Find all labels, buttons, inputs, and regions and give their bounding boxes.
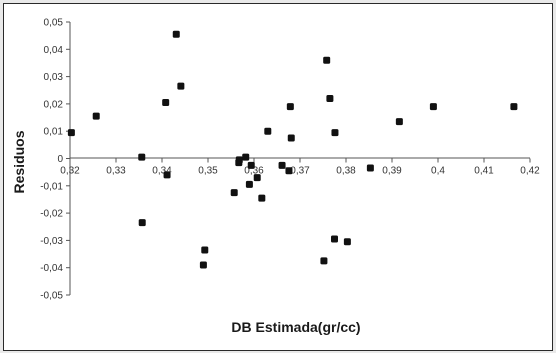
- x-tick-label: 0,4: [431, 166, 445, 177]
- y-tick-label: 0,04: [44, 45, 64, 56]
- y-tick-label: -0,02: [40, 209, 63, 220]
- data-point: [366, 164, 374, 172]
- data-point: [326, 94, 334, 102]
- data-point: [247, 161, 255, 169]
- data-point: [286, 103, 294, 111]
- data-point: [278, 161, 286, 169]
- data-point: [199, 261, 207, 269]
- data-point: [331, 129, 339, 137]
- y-tick-label: 0,01: [44, 127, 64, 138]
- data-point: [92, 112, 100, 120]
- y-tick-label: 0,02: [44, 99, 64, 110]
- data-point: [162, 99, 170, 107]
- y-tick-label: 0,03: [44, 72, 64, 83]
- y-tick-label: -0,03: [40, 236, 63, 247]
- y-tick-label: -0,04: [40, 263, 63, 274]
- x-axis-ticks: 0,32 0,33 0,34 0,35 0,36 0,37 0,38 0,39 0,4 0,41 0…: [60, 158, 540, 177]
- data-points: [67, 30, 518, 269]
- data-point: [230, 189, 238, 197]
- data-point: [343, 238, 351, 246]
- data-point: [264, 127, 272, 135]
- y-tick-label: 0,05: [44, 18, 64, 29]
- y-tick-label: 0: [57, 154, 63, 165]
- x-tick-label: 0,32: [60, 166, 80, 177]
- x-tick-label: 0,38: [336, 166, 356, 177]
- data-point: [258, 194, 266, 202]
- data-point: [510, 103, 518, 111]
- y-tick-label: -0,01: [40, 181, 63, 192]
- y-axis-title: Residuos: [11, 130, 27, 193]
- data-point: [177, 82, 185, 90]
- data-point: [163, 171, 171, 179]
- data-point: [67, 129, 75, 137]
- x-tick-label: 0,41: [474, 166, 494, 177]
- data-point: [429, 103, 437, 111]
- data-point: [172, 30, 180, 38]
- data-point: [285, 167, 293, 175]
- data-point: [323, 56, 331, 64]
- chart-frame: 0,05 0,04 0,03 0,02 0,01 0 -0,01 -0,02 -0,03 -0,0…: [3, 3, 553, 351]
- data-point: [235, 156, 243, 164]
- x-tick-label: 0,36: [244, 166, 264, 177]
- data-point: [201, 246, 209, 254]
- x-tick-label: 0,35: [198, 166, 218, 177]
- data-point: [138, 219, 146, 227]
- y-axis-ticks: 0,05 0,04 0,03 0,02 0,01 0 -0,01 -0,02 -0,03 -0,0…: [40, 18, 70, 302]
- x-axis-title: DB Estimada(gr/cc): [231, 319, 360, 335]
- data-point: [320, 257, 328, 265]
- scatter-chart: 0,05 0,04 0,03 0,02 0,01 0 -0,01 -0,02 -0,03 -0,0…: [11, 18, 540, 336]
- data-point: [395, 118, 403, 126]
- x-tick-label: 0,37: [290, 166, 310, 177]
- data-point: [253, 174, 261, 182]
- y-tick-label: -0,05: [40, 291, 63, 302]
- data-point: [331, 235, 338, 243]
- x-tick-label: 0,33: [106, 166, 126, 177]
- data-point: [138, 153, 146, 161]
- x-tick-label: 0,42: [520, 166, 540, 177]
- data-point: [242, 153, 250, 161]
- x-tick-label: 0,39: [382, 166, 402, 177]
- data-point: [287, 134, 295, 142]
- x-tick-label: 0,34: [152, 166, 172, 177]
- data-point: [245, 180, 253, 188]
